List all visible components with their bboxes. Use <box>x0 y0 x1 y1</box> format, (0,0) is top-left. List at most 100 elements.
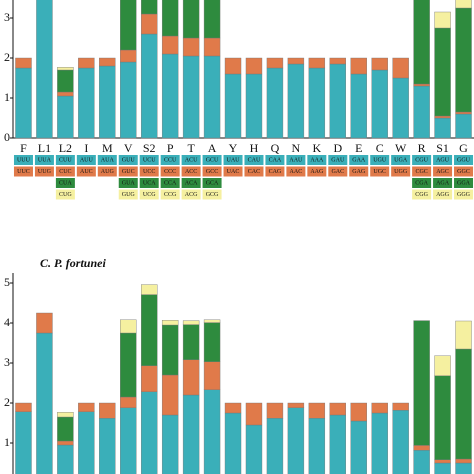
bar-segment <box>161 320 179 326</box>
codon-label: UGA <box>394 157 408 163</box>
bar-segment <box>182 320 200 325</box>
bar-segment <box>455 458 472 464</box>
codon-box <box>202 189 222 200</box>
codon-label: CGC <box>415 169 427 175</box>
bar-segment <box>434 115 451 119</box>
codon-label: CGU <box>415 157 428 163</box>
bar-segment <box>15 402 32 413</box>
bar-segment <box>161 374 179 416</box>
codon-box <box>13 166 33 177</box>
codon-label: GGG <box>457 192 471 198</box>
codon-label: AGC <box>436 169 449 175</box>
bar-segment <box>182 0 200 39</box>
codon-label: CCG <box>164 192 177 198</box>
bar-segment <box>434 11 451 29</box>
codon-label: AAA <box>310 157 324 163</box>
bar-segment <box>57 440 74 446</box>
codon-label: CAU <box>248 157 261 163</box>
bar-segment <box>78 402 95 413</box>
codon-box <box>76 166 96 177</box>
codon-label: UUC <box>17 169 30 175</box>
x-tick-label: V <box>124 141 133 155</box>
bar-segment <box>161 35 179 55</box>
bar-segment <box>36 0 53 139</box>
codon-box <box>265 166 285 177</box>
x-tick-label: C <box>376 141 384 155</box>
codon-box <box>412 155 432 165</box>
bar-segment <box>329 57 346 65</box>
bar-segment <box>57 91 74 97</box>
y-tick-label: 5 <box>4 275 10 289</box>
bar-segment <box>141 391 158 474</box>
codon-box <box>244 155 264 165</box>
x-tick-label: K <box>313 141 322 155</box>
bar-segment <box>371 57 388 71</box>
codon-label: GCA <box>206 180 219 186</box>
bar-segment <box>120 332 137 398</box>
y-tick-label: 4 <box>4 315 10 329</box>
bar-segment <box>57 66 74 71</box>
bar-segment <box>413 445 430 451</box>
bar-segment <box>413 0 430 85</box>
panel-title: C. P. fortunei <box>40 256 106 270</box>
bar-segment <box>99 402 116 419</box>
bar-segment <box>15 67 32 139</box>
codon-box <box>118 155 138 165</box>
bar-segment <box>120 0 137 51</box>
x-tick-label: N <box>292 141 301 155</box>
codon-box <box>349 155 369 165</box>
bar-segment <box>287 402 305 409</box>
bar-segment <box>57 412 74 418</box>
bar-segment <box>120 61 137 139</box>
codon-box <box>328 166 348 177</box>
codon-box <box>412 178 432 188</box>
bar-segment <box>203 319 221 323</box>
codon-label: GUC <box>122 169 135 175</box>
y-tick-label: 2 <box>4 50 10 64</box>
codon-box <box>265 155 285 165</box>
codon-label: GAG <box>352 169 366 175</box>
codon-box <box>202 166 222 177</box>
bar-segment <box>434 355 451 376</box>
bar-segment <box>182 359 200 396</box>
bar-segment <box>224 402 242 414</box>
codon-box <box>118 178 138 188</box>
codon-box <box>391 155 411 165</box>
x-tick-label: Q <box>271 141 280 155</box>
codon-box <box>370 155 390 165</box>
codon-label: GGU <box>457 157 471 163</box>
codon-label: UGU <box>373 157 387 163</box>
codon-box <box>412 166 432 177</box>
y-tick-label: 1 <box>4 435 10 449</box>
bar-segment <box>455 462 472 474</box>
bar-segment <box>392 57 409 79</box>
bar-segment <box>455 0 472 9</box>
codon-label: UUU <box>17 157 31 163</box>
codon-label: CAC <box>248 169 260 175</box>
codon-label: GAA <box>352 157 366 163</box>
bar-segment <box>413 83 430 87</box>
bar-segment <box>203 361 221 390</box>
bar-segment <box>308 402 326 419</box>
codon-label: AUU <box>80 157 94 163</box>
codon-box <box>139 178 159 188</box>
bar-segment <box>161 0 179 37</box>
bar-segment <box>350 57 367 75</box>
codon-label: GGC <box>457 169 470 175</box>
bar-segment <box>392 410 409 474</box>
bar-segment <box>329 402 346 416</box>
bar-segment <box>141 0 158 15</box>
bar-segment <box>455 348 472 460</box>
codon-label: GCU <box>206 157 219 163</box>
codon-box <box>202 178 222 188</box>
codon-label: CAA <box>269 157 282 163</box>
codon-label: ACC <box>185 169 197 175</box>
codon-box <box>34 155 54 165</box>
x-tick-label: L1 <box>38 141 51 155</box>
codon-label: GAC <box>331 169 344 175</box>
bar-segment <box>434 375 451 460</box>
codon-box <box>307 155 327 165</box>
bar-segment <box>57 416 74 442</box>
codon-box <box>97 155 117 165</box>
codon-box <box>244 166 264 177</box>
